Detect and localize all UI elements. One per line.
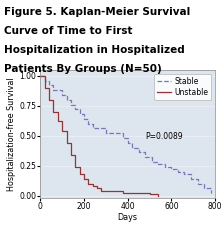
X-axis label: Days: Days bbox=[118, 213, 138, 222]
Y-axis label: Hospitalization-free Survival: Hospitalization-free Survival bbox=[7, 77, 16, 191]
Text: Patients By Groups (N=50): Patients By Groups (N=50) bbox=[4, 64, 162, 74]
Text: Curve of Time to First: Curve of Time to First bbox=[4, 26, 133, 36]
Legend: Stable, Unstable: Stable, Unstable bbox=[154, 74, 211, 100]
Text: Hospitalization in Hospitalized: Hospitalization in Hospitalized bbox=[4, 45, 185, 55]
Text: P=0.0089: P=0.0089 bbox=[145, 132, 183, 141]
Text: Figure 5. Kaplan-Meier Survival: Figure 5. Kaplan-Meier Survival bbox=[4, 7, 191, 17]
